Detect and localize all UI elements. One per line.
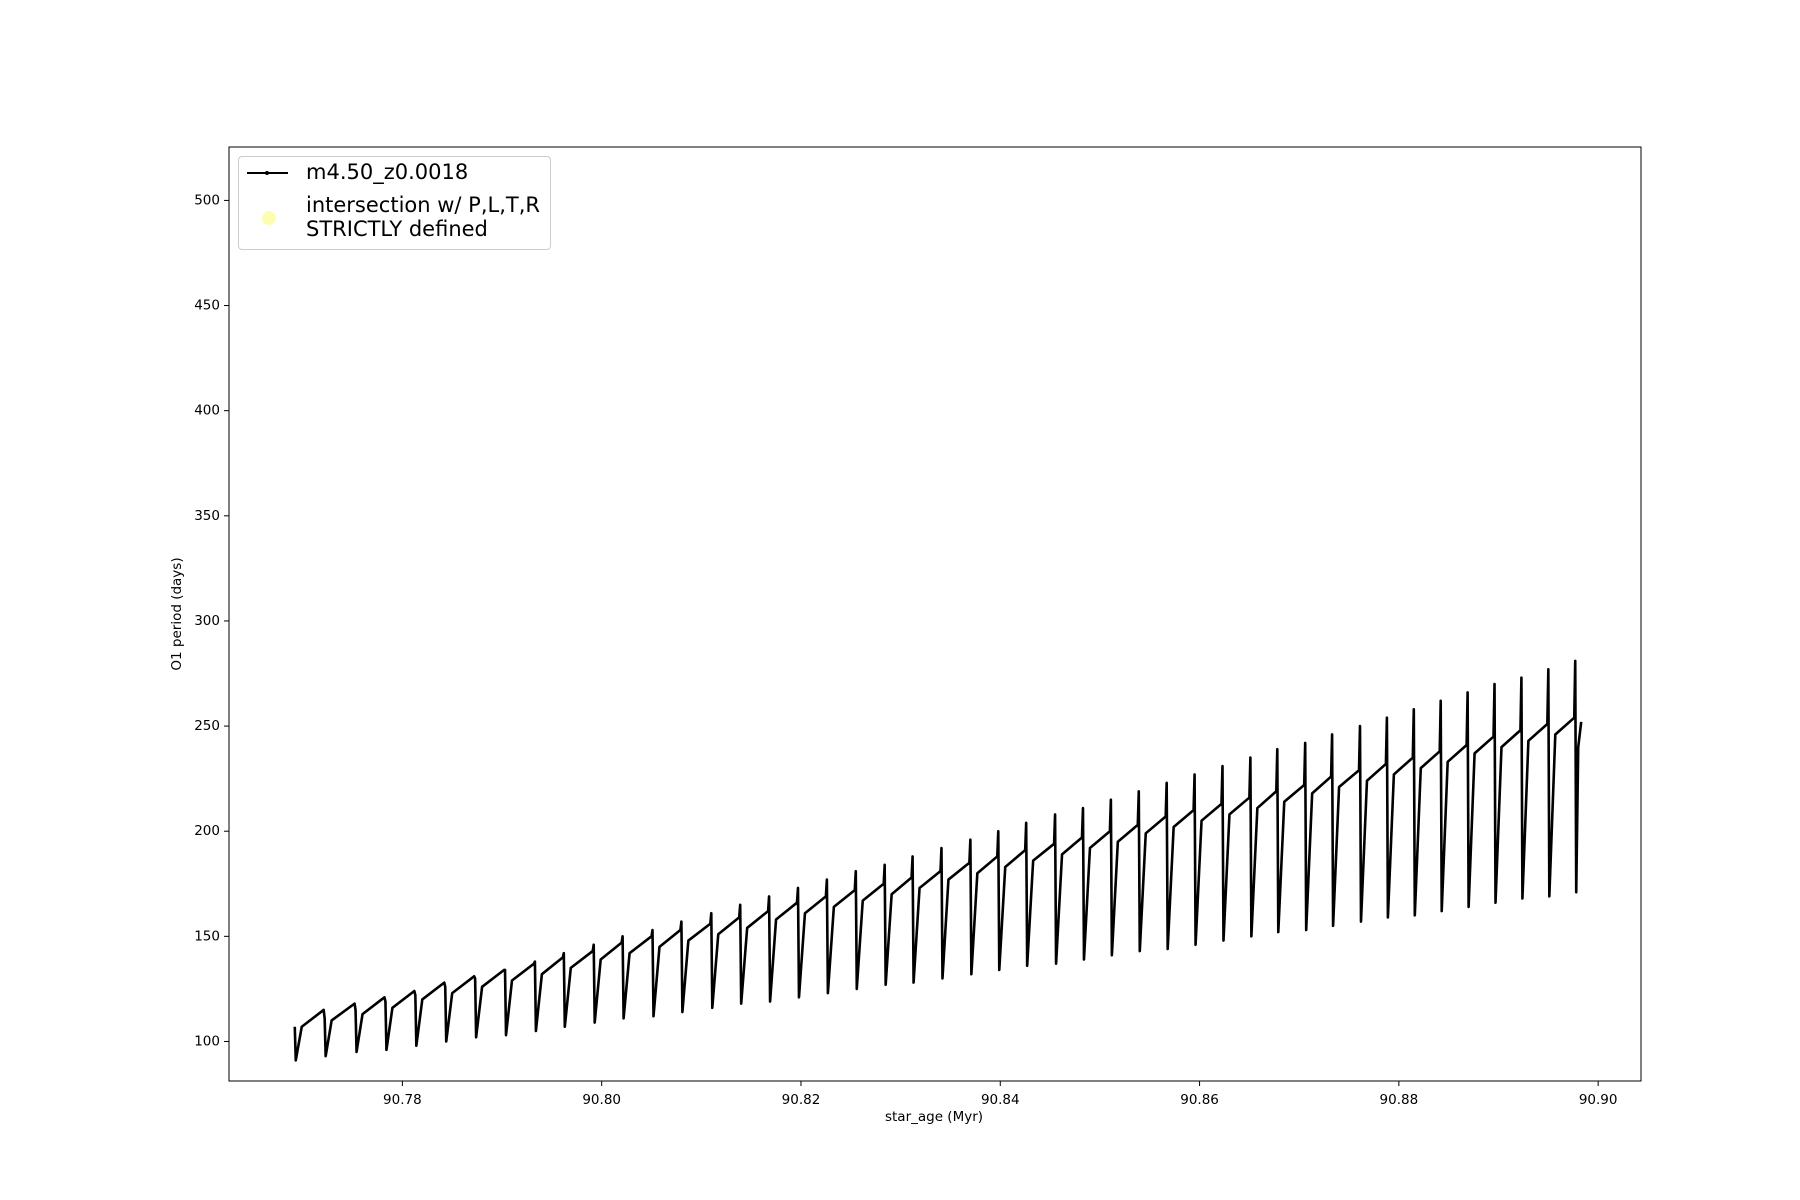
y-tick-label: 150: [194, 928, 220, 944]
data-line: [293, 659, 1583, 1062]
plot-frame: [228, 146, 1642, 1082]
x-tick-label: 90.90: [1579, 1092, 1618, 1108]
x-tick-label: 90.82: [782, 1092, 821, 1108]
x-tick-label: 90.78: [383, 1092, 422, 1108]
y-tick-label: 400: [194, 403, 220, 419]
legend-scatter-symbol: [262, 211, 276, 225]
y-tick-label: 100: [194, 1033, 220, 1049]
y-tick-label: 200: [194, 823, 220, 839]
legend: [238, 156, 551, 250]
legend-marker-symbol: [265, 171, 269, 175]
y-tick-label: 250: [194, 718, 220, 734]
legend-label: intersection w/ P,L,T,R STRICTLY defined: [306, 193, 540, 241]
y-tick-label: 450: [194, 298, 220, 314]
legend-label: m4.50_z0.0018: [306, 160, 469, 184]
x-axis-label: star_age (Myr): [885, 1109, 983, 1125]
x-tick-label: 90.86: [1180, 1092, 1219, 1108]
x-tick-label: 90.84: [981, 1092, 1020, 1108]
y-tick-label: 300: [194, 613, 220, 629]
x-tick-label: 90.88: [1380, 1092, 1419, 1108]
y-tick-label: 350: [194, 508, 220, 524]
y-tick-label: 500: [194, 192, 220, 208]
x-tick-label: 90.80: [582, 1092, 621, 1108]
y-axis-label: O1 period (days): [169, 557, 185, 670]
